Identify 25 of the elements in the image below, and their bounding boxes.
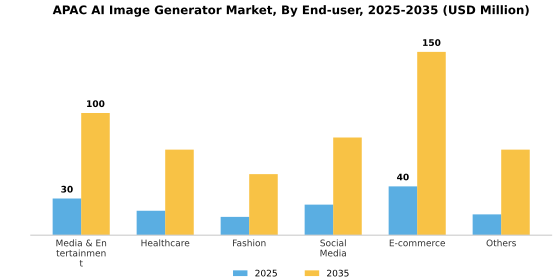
x-tick-label: Fashion (233, 239, 266, 246)
legend-label: 2025 (255, 270, 277, 277)
bar (333, 137, 362, 236)
bar (472, 214, 502, 236)
bar (249, 174, 278, 236)
bar (501, 150, 530, 236)
x-tick-label: Others (486, 239, 516, 246)
chart-title: APAC AI Image Generator Market, By End-user, 2025-2035 (USD Million) (52, 5, 529, 17)
x-tick-label: Healthcare (141, 239, 190, 246)
data-label: 30 (61, 186, 73, 193)
data-label: 150 (423, 39, 440, 46)
bar (165, 150, 194, 236)
legend-label: 2035 (327, 270, 349, 277)
bar (220, 216, 250, 236)
bar (388, 186, 418, 236)
bar (304, 204, 334, 236)
bar (136, 210, 166, 236)
bar (417, 52, 446, 236)
x-tick-label: Social Media (320, 239, 346, 256)
data-label: 100 (87, 100, 104, 108)
x-tick-label: Media & En tertainmen t (56, 239, 106, 266)
bar (81, 113, 110, 236)
x-tick-label: E-commerce (390, 240, 446, 246)
data-label: 40 (397, 174, 409, 180)
bar (52, 198, 82, 236)
